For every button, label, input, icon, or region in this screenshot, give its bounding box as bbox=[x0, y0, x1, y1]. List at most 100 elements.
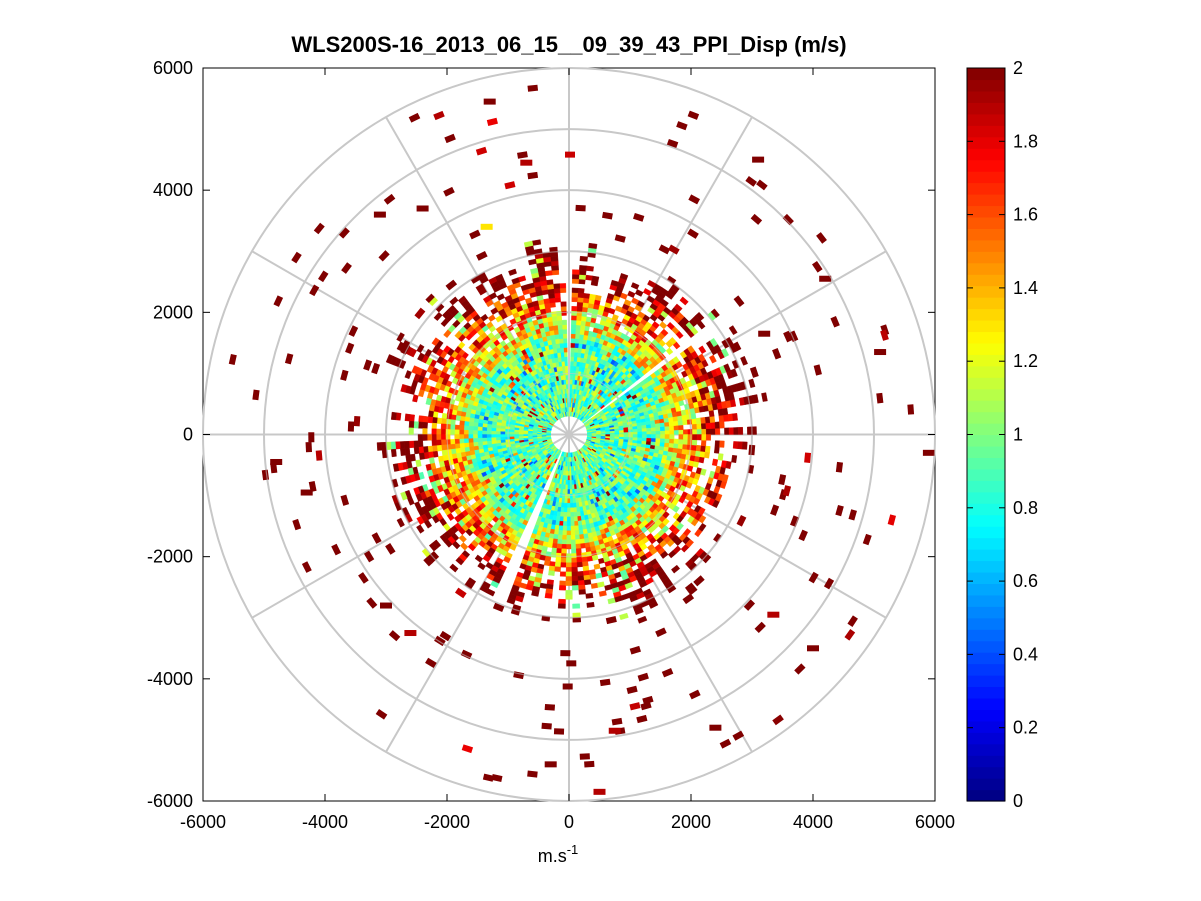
data-cell bbox=[655, 430, 661, 435]
data-cell bbox=[576, 557, 583, 563]
data-cell bbox=[569, 397, 572, 403]
data-cell bbox=[551, 269, 560, 276]
data-cell bbox=[695, 417, 702, 425]
data-cell bbox=[579, 538, 586, 545]
data-cell bbox=[733, 341, 742, 352]
data-cell bbox=[472, 426, 479, 431]
colorbar-segment bbox=[967, 331, 1005, 344]
data-cell bbox=[571, 580, 579, 586]
data-cell bbox=[554, 566, 561, 572]
data-cell bbox=[561, 548, 567, 554]
data-cell bbox=[440, 423, 447, 430]
data-cell bbox=[578, 334, 584, 340]
data-cell bbox=[577, 287, 585, 294]
data-cell bbox=[660, 434, 666, 439]
data-cell bbox=[628, 431, 634, 435]
data-cell bbox=[413, 446, 420, 455]
x-tick-label: 0 bbox=[564, 812, 574, 832]
data-cell bbox=[559, 520, 564, 527]
data-cell bbox=[585, 592, 594, 599]
data-cell bbox=[459, 438, 465, 444]
colorbar-segment bbox=[967, 113, 1005, 126]
data-cell bbox=[571, 562, 578, 568]
data-cell bbox=[571, 571, 579, 577]
data-cell bbox=[543, 298, 550, 305]
data-cell bbox=[576, 356, 581, 363]
data-cell bbox=[418, 452, 425, 460]
data-cell bbox=[677, 419, 684, 426]
data-outlier bbox=[608, 727, 621, 734]
data-cell bbox=[659, 426, 666, 431]
data-cell bbox=[687, 434, 693, 440]
data-cell bbox=[440, 434, 446, 441]
data-cell bbox=[450, 419, 456, 426]
data-cell bbox=[550, 255, 559, 262]
data-cell bbox=[565, 562, 573, 568]
data-cell bbox=[576, 306, 583, 312]
data-cell bbox=[513, 429, 520, 433]
data-cell bbox=[553, 287, 561, 294]
data-cell bbox=[566, 535, 572, 540]
data-cell bbox=[698, 456, 705, 464]
data-cell bbox=[571, 557, 578, 563]
y-tick-label: -4000 bbox=[147, 669, 193, 689]
data-cell bbox=[583, 293, 590, 299]
data-cell bbox=[695, 444, 702, 452]
data-cell bbox=[565, 590, 573, 595]
data-cell bbox=[567, 512, 571, 518]
data-cell bbox=[575, 329, 581, 335]
data-cell bbox=[565, 594, 573, 600]
data-cell bbox=[565, 484, 569, 490]
data-cell bbox=[560, 557, 567, 563]
data-cell bbox=[418, 446, 425, 454]
data-cell bbox=[553, 292, 561, 299]
data-cell bbox=[504, 431, 510, 435]
data-cell bbox=[559, 580, 567, 586]
data-cell bbox=[509, 429, 515, 433]
data-cell bbox=[664, 421, 670, 427]
data-cell bbox=[623, 436, 629, 440]
data-cell bbox=[664, 442, 670, 448]
colorbar-segment bbox=[967, 274, 1005, 287]
data-cell bbox=[577, 343, 583, 349]
data-cell bbox=[659, 438, 666, 443]
data-cell bbox=[571, 575, 579, 582]
data-outlier bbox=[758, 330, 771, 337]
data-cell bbox=[565, 576, 573, 582]
colorbar-segment bbox=[967, 549, 1005, 562]
data-cell bbox=[564, 502, 568, 509]
data-cell bbox=[641, 430, 648, 435]
data-cell bbox=[547, 542, 554, 549]
data-cell bbox=[428, 404, 435, 412]
data-cell bbox=[565, 571, 573, 577]
data-cell bbox=[481, 430, 487, 435]
data-cell bbox=[482, 295, 492, 304]
data-cell bbox=[399, 441, 406, 449]
data-cell bbox=[473, 422, 479, 428]
data-outlier bbox=[353, 415, 361, 427]
data-cell bbox=[673, 443, 679, 449]
data-cell bbox=[561, 543, 567, 550]
data-cell bbox=[577, 580, 586, 586]
colorbar-tick-label: 1.4 bbox=[1013, 278, 1038, 298]
data-cell bbox=[440, 439, 447, 446]
data-cell bbox=[562, 333, 568, 339]
data-cell bbox=[724, 427, 730, 435]
data-cell bbox=[436, 428, 442, 435]
data-cell bbox=[431, 417, 438, 424]
colorbar-segment bbox=[967, 354, 1005, 367]
data-cell bbox=[695, 311, 705, 321]
colorbar-tick-label: 0.6 bbox=[1013, 571, 1038, 591]
colorbar-segment bbox=[967, 445, 1005, 459]
data-cell bbox=[619, 434, 625, 438]
data-outlier bbox=[300, 489, 313, 496]
data-cell bbox=[678, 424, 684, 431]
data-cell bbox=[559, 287, 567, 294]
data-cell bbox=[464, 416, 471, 423]
data-cell bbox=[682, 443, 688, 450]
data-cell bbox=[558, 585, 567, 591]
data-cell bbox=[563, 356, 568, 362]
data-cell bbox=[708, 409, 715, 417]
data-cell bbox=[449, 424, 456, 430]
data-cell bbox=[578, 269, 587, 276]
